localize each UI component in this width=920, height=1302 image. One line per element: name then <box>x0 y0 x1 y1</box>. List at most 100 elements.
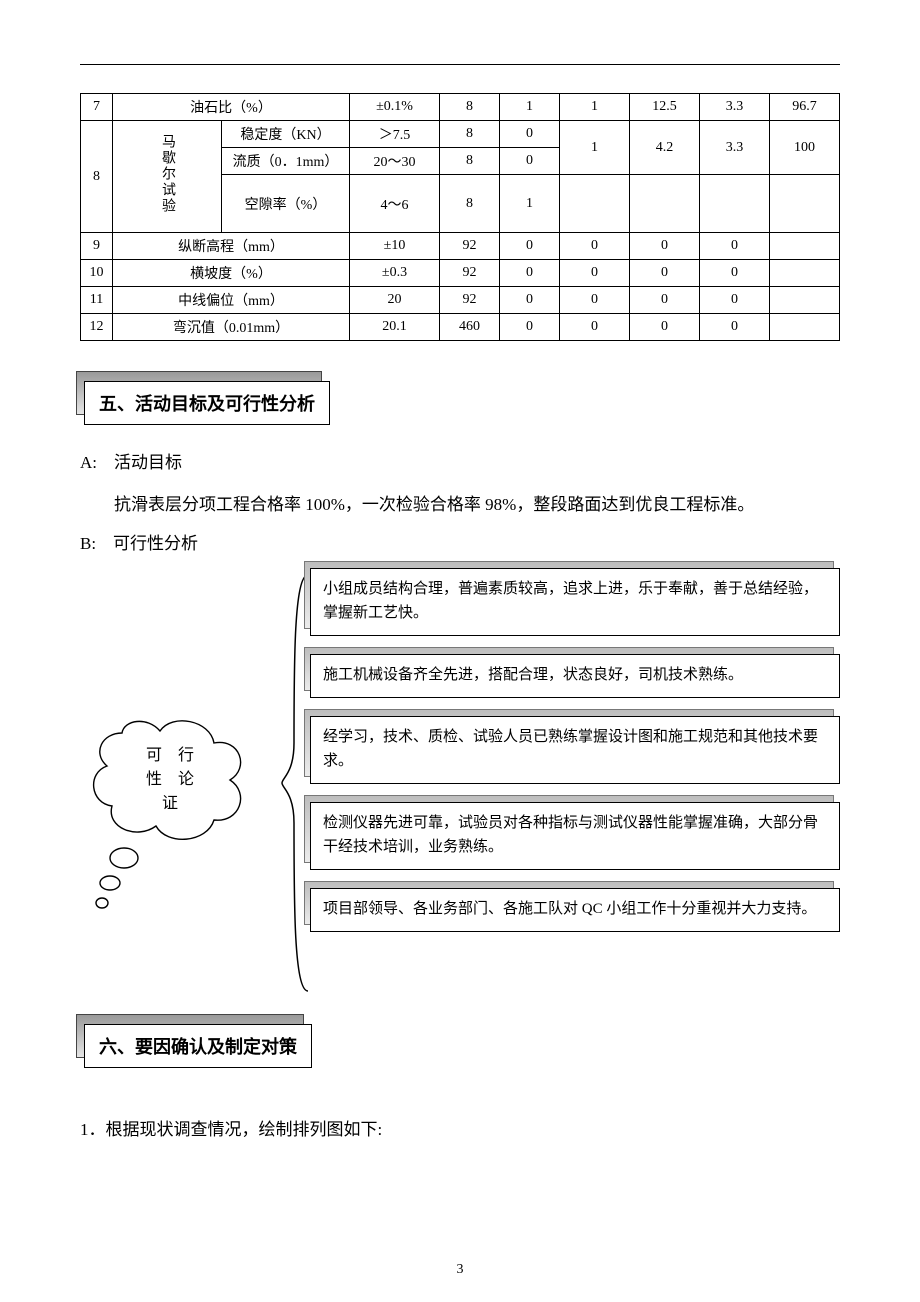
a-label: A: 活动目标 <box>80 445 840 481</box>
cell-a: 1 <box>500 94 560 121</box>
top-rule <box>80 64 840 65</box>
cell-a: 0 <box>500 314 560 341</box>
cell-a: 0 <box>500 233 560 260</box>
table-row: 9 纵断高程（mm） ±10 92 0 0 0 0 <box>81 233 840 260</box>
cell-spec: 20 <box>350 287 440 314</box>
cell-item: 稳定度（KN） <box>222 121 350 148</box>
inspection-table: 7 油石比（%） ±0.1% 8 1 1 12.5 3.3 96.7 8 马歇尔… <box>80 93 840 341</box>
box-text: 施工机械设备齐全先进，搭配合理，状态良好，司机技术熟练。 <box>310 654 840 698</box>
cell-d: 3.3 <box>700 94 770 121</box>
cell-spec: 20.1 <box>350 314 440 341</box>
cell-n: 8 <box>440 175 500 233</box>
cell-item: 流质（0．1mm） <box>222 148 350 175</box>
cell-item: 弯沉值（0.01mm） <box>113 314 350 341</box>
feasibility-box: 项目部领导、各业务部门、各施工队对 QC 小组工作十分重视并大力支持。 <box>310 888 840 932</box>
cell-spec: 20～30 <box>350 148 440 175</box>
cell-c: 0 <box>630 233 700 260</box>
cell-b: 0 <box>560 314 630 341</box>
cloud-line2: 性 论 <box>146 770 194 788</box>
cell-item: 横坡度（%） <box>113 260 350 287</box>
feasibility-box: 施工机械设备齐全先进，搭配合理，状态良好，司机技术熟练。 <box>310 654 840 698</box>
cell-a: 1 <box>500 175 560 233</box>
cell-n: 92 <box>440 260 500 287</box>
page-number: 3 <box>0 1262 920 1278</box>
heading-text: 六、要因确认及制定对策 <box>84 1024 312 1068</box>
cell-e <box>770 314 840 341</box>
cell-e: 100 <box>770 121 840 175</box>
cell-b: 1 <box>560 94 630 121</box>
a-body: 抗滑表层分项工程合格率 100%，一次检验合格率 98%，整段路面达到优良工程标… <box>80 487 840 523</box>
cell-d: 0 <box>700 233 770 260</box>
cell-no: 7 <box>81 94 113 121</box>
cell-c: 0 <box>630 314 700 341</box>
section-5-body: A: 活动目标 抗滑表层分项工程合格率 100%，一次检验合格率 98%，整段路… <box>80 445 840 562</box>
cloud-line3: 证 <box>162 794 178 812</box>
cell-a: 0 <box>500 260 560 287</box>
table-row: 10 横坡度（%） ±0.3 92 0 0 0 0 <box>81 260 840 287</box>
cell-spec: ±0.1% <box>350 94 440 121</box>
cell-item: 空隙率（%） <box>222 175 350 233</box>
cell-empty <box>700 175 770 233</box>
cell-d: 0 <box>700 314 770 341</box>
cell-a: 0 <box>500 148 560 175</box>
cell-d: 3.3 <box>700 121 770 175</box>
feasibility-box: 小组成员结构合理，普遍素质较高，追求上进，乐于奉献，善于总结经验，掌握新工艺快。 <box>310 568 840 636</box>
cell-spec: ±0.3 <box>350 260 440 287</box>
cell-e: 96.7 <box>770 94 840 121</box>
b-label: B: 可行性分析 <box>80 526 280 562</box>
cell-c: 4.2 <box>630 121 700 175</box>
cell-n: 8 <box>440 121 500 148</box>
cell-e <box>770 233 840 260</box>
cell-n: 8 <box>440 148 500 175</box>
cell-n: 92 <box>440 233 500 260</box>
heading-text: 五、活动目标及可行性分析 <box>84 381 330 425</box>
thought-cloud-icon: 可 行 性 论 证 <box>82 698 252 928</box>
table-row: 11 中线偏位（mm） 20 92 0 0 0 0 <box>81 287 840 314</box>
cell-spec: ＞7.5 <box>350 121 440 148</box>
cloud-line1: 可 行 <box>146 746 194 764</box>
feasibility-box: 检测仪器先进可靠，试验员对各种指标与测试仪器性能掌握准确，大部分骨干经技术培训，… <box>310 802 840 870</box>
cell-a: 0 <box>500 121 560 148</box>
cell-e <box>770 287 840 314</box>
cell-spec: ±10 <box>350 233 440 260</box>
cell-no: 9 <box>81 233 113 260</box>
cell-empty <box>630 175 700 233</box>
table-row: 12 弯沉值（0.01mm） 20.1 460 0 0 0 0 <box>81 314 840 341</box>
boxes-column: 小组成员结构合理，普遍素质较高，追求上进，乐于奉献，善于总结经验，掌握新工艺快。… <box>310 568 840 950</box>
cell-no: 10 <box>81 260 113 287</box>
cell-group: 马歇尔试验 <box>113 121 222 233</box>
section-5-heading: 五、活动目标及可行性分析 <box>84 381 330 425</box>
cell-n: 92 <box>440 287 500 314</box>
cell-b: 1 <box>560 121 630 175</box>
cell-empty <box>770 175 840 233</box>
box-text: 小组成员结构合理，普遍素质较高，追求上进，乐于奉献，善于总结经验，掌握新工艺快。 <box>310 568 840 636</box>
cell-b: 0 <box>560 260 630 287</box>
box-text: 检测仪器先进可靠，试验员对各种指标与测试仪器性能掌握准确，大部分骨干经技术培训，… <box>310 802 840 870</box>
brace-icon <box>280 573 310 993</box>
table-row: 8 马歇尔试验 稳定度（KN） ＞7.5 8 0 1 4.2 3.3 100 <box>81 121 840 148</box>
table-row: 7 油石比（%） ±0.1% 8 1 1 12.5 3.3 96.7 <box>81 94 840 121</box>
cell-n: 8 <box>440 94 500 121</box>
box-text: 经学习，技术、质检、试验人员已熟练掌握设计图和施工规范和其他技术要求。 <box>310 716 840 784</box>
section-6-line: 1．根据现状调查情况，绘制排列图如下: <box>80 1112 840 1148</box>
cell-item: 中线偏位（mm） <box>113 287 350 314</box>
cell-c: 0 <box>630 287 700 314</box>
cell-c: 12.5 <box>630 94 700 121</box>
cell-item: 纵断高程（mm） <box>113 233 350 260</box>
feasibility-diagram: 可 行 性 论 证 小组成员结构合理，普遍素质较高，追求上进，乐于奉献，善于总结… <box>80 568 840 998</box>
cell-d: 0 <box>700 260 770 287</box>
cell-no: 12 <box>81 314 113 341</box>
cell-empty <box>560 175 630 233</box>
cell-item: 油石比（%） <box>113 94 350 121</box>
cell-no: 8 <box>81 121 113 233</box>
cell-n: 460 <box>440 314 500 341</box>
cloud-column: 可 行 性 论 证 <box>80 568 280 998</box>
feasibility-box: 经学习，技术、质检、试验人员已熟练掌握设计图和施工规范和其他技术要求。 <box>310 716 840 784</box>
cell-b: 0 <box>560 287 630 314</box>
cell-b: 0 <box>560 233 630 260</box>
cell-d: 0 <box>700 287 770 314</box>
section-6-heading: 六、要因确认及制定对策 <box>84 1024 312 1068</box>
cell-e <box>770 260 840 287</box>
cell-a: 0 <box>500 287 560 314</box>
box-text: 项目部领导、各业务部门、各施工队对 QC 小组工作十分重视并大力支持。 <box>310 888 840 932</box>
